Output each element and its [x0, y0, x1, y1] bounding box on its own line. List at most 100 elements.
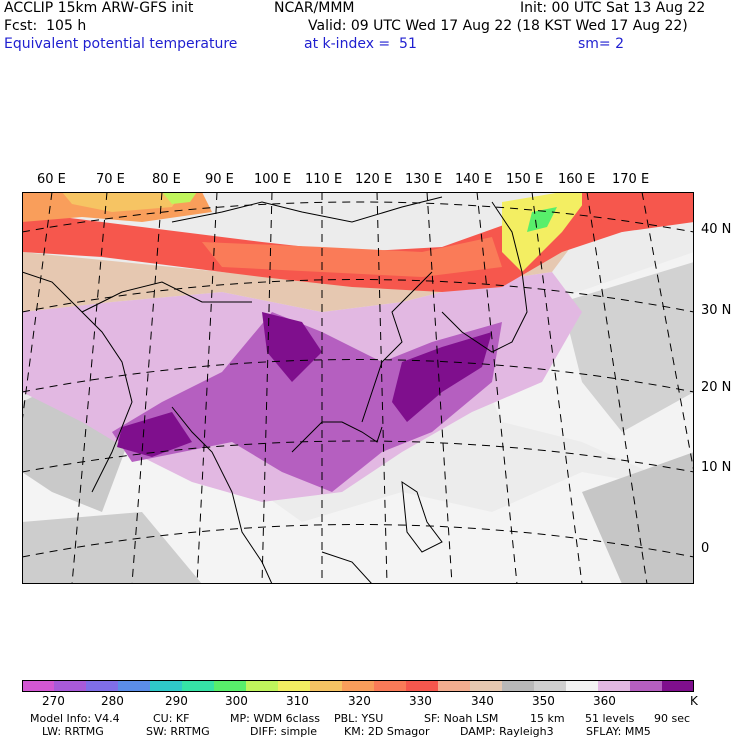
parallel-0	[22, 524, 694, 558]
colorbar-cell	[22, 680, 55, 692]
lon-label: 100 E	[254, 172, 292, 187]
coastline-indochina	[171, 406, 273, 584]
smoothing-value: sm= 2	[578, 36, 625, 52]
colorbar-tick: 270	[42, 694, 65, 708]
theta-e-map	[22, 192, 694, 584]
colorbar-cell	[406, 680, 439, 692]
meridian-60e	[22, 192, 53, 423]
lon-label: 150 E	[506, 172, 544, 187]
colorbar-cell	[534, 680, 567, 692]
lon-label: 120 E	[355, 172, 393, 187]
colorbar-tick: 350	[532, 694, 555, 708]
meridian-130e	[426, 192, 453, 584]
init-time: Init: 00 UTC Sat 13 Aug 22	[520, 0, 706, 16]
meridian-140e	[476, 192, 518, 584]
china-max	[262, 312, 322, 382]
lon-label: 80 E	[152, 172, 181, 187]
colorbar-tick: 290	[165, 694, 188, 708]
colorbar-cell	[374, 680, 407, 692]
coastline-india	[22, 271, 133, 493]
forecast-hour: Fcst: 105 h	[4, 18, 87, 34]
colorbar-tick: 280	[101, 694, 124, 708]
south-pacific-gray-patch	[582, 452, 694, 584]
colorbar-cell	[662, 680, 694, 692]
orange-band	[202, 237, 502, 277]
western-pacific-max	[392, 332, 492, 422]
lat-label: 20 N	[701, 380, 732, 395]
medium-purple-core	[112, 312, 502, 492]
lat-label: 0	[701, 541, 710, 556]
damp-scheme: DAMP: Rayleigh3	[460, 725, 554, 738]
colorbar-cell	[310, 680, 343, 692]
parallel-30n	[22, 279, 694, 313]
colorbar-tick: 300	[225, 694, 248, 708]
graticule	[22, 192, 694, 584]
colorbar-cell	[630, 680, 663, 692]
border-mongolia	[171, 196, 443, 223]
colorbar-frame	[22, 680, 694, 692]
time-step: 90 sec	[654, 712, 691, 725]
sf-scheme: SF: Noah LSM	[424, 712, 499, 725]
field-name: Equivalent potential temperature	[4, 36, 238, 52]
lon-label: 160 E	[558, 172, 596, 187]
indian-ocean-gray-patch	[22, 512, 202, 584]
mp-scheme: MP: WDM 6class	[230, 712, 320, 725]
colorbar-tick: 340	[471, 694, 494, 708]
meridian-120e	[376, 192, 388, 584]
lon-label: 70 E	[96, 172, 125, 187]
cu-scheme: CU: KF	[153, 712, 190, 725]
model-info: Model Info: V4.4	[30, 712, 120, 725]
lw-scheme: LW: RRTMG	[42, 725, 104, 738]
colorbar-cell	[246, 680, 279, 692]
colorbar-cell	[118, 680, 151, 692]
colorbar-cell	[278, 680, 311, 692]
meridian-90e	[196, 192, 218, 584]
map-frame	[22, 192, 694, 584]
colorbar-cell	[598, 680, 631, 692]
colorbar-cell	[438, 680, 471, 692]
pbl-scheme: PBL: YSU	[334, 712, 384, 725]
coastline-borneo	[321, 551, 373, 584]
colorbar-tick: 360	[593, 694, 616, 708]
bay-of-bengal-max	[117, 412, 192, 457]
km-scheme: KM: 2D Smagor	[344, 725, 430, 738]
colorbar-cell	[182, 680, 215, 692]
diff-scheme: DIFF: simple	[250, 725, 318, 738]
colorbar-cell	[502, 680, 535, 692]
northwest-yellow	[62, 192, 182, 212]
parallel-10n	[22, 440, 694, 473]
colorbar-cell	[214, 680, 247, 692]
colorbar-tick: 310	[286, 694, 309, 708]
pacific-gray-patch	[562, 262, 694, 432]
colorbar-cell	[86, 680, 119, 692]
northwest-green	[162, 192, 197, 204]
valid-time: Valid: 09 UTC Wed 17 Aug 22 (18 KST Wed …	[308, 18, 688, 34]
coastline-philippines	[401, 480, 443, 553]
sw-scheme: SW: RRTMG	[146, 725, 210, 738]
meridian-100e	[261, 192, 273, 584]
northeast-red	[582, 192, 694, 232]
parallel-40n	[22, 201, 694, 233]
lat-label: 40 N	[701, 222, 732, 237]
colorbar-unit: K	[690, 694, 698, 708]
parallel-20n	[22, 359, 694, 393]
colorbar-tick: 320	[348, 694, 371, 708]
lon-label: 170 E	[612, 172, 650, 187]
meridian-160e	[586, 192, 648, 584]
lon-label: 140 E	[455, 172, 493, 187]
border-himalaya	[81, 281, 252, 313]
colorbar-cell	[150, 680, 183, 692]
coastlines	[22, 196, 528, 584]
meridian-150e	[531, 192, 583, 584]
sflay-scheme: SFLAY: MM5	[586, 725, 651, 738]
lon-label: 110 E	[305, 172, 343, 187]
institution-label: NCAR/MMM	[274, 0, 355, 16]
lat-label: 10 N	[701, 460, 732, 475]
resolution: 15 km	[530, 712, 565, 725]
meridian-80e	[131, 192, 163, 584]
colorbar-cell	[470, 680, 503, 692]
coastline-south-china	[291, 421, 383, 453]
colorbar-tick: 330	[409, 694, 432, 708]
vertical-levels: 51 levels	[585, 712, 635, 725]
model-title: ACCLIP 15km ARW-GFS init	[4, 0, 194, 16]
